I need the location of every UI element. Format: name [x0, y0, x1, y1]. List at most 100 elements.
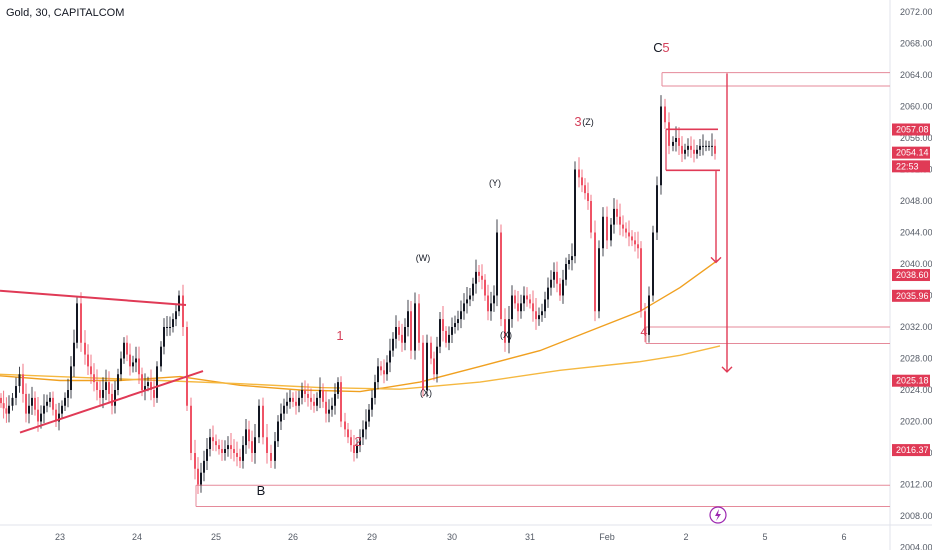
candle-body [141, 374, 143, 390]
candle-body [99, 390, 101, 398]
candle-body [25, 393, 27, 414]
candle-body [559, 283, 561, 296]
candle-body [500, 232, 502, 320]
candle-body [248, 429, 250, 442]
candle-body [120, 358, 122, 375]
candle-body [637, 244, 639, 249]
candle-body [550, 279, 552, 288]
candle-body [11, 397, 14, 406]
candle-body [445, 330, 447, 343]
price-tag-bg [892, 123, 930, 136]
candle-body [711, 145, 713, 147]
candle-body [96, 382, 98, 390]
candle-body [481, 275, 483, 280]
candle-body [283, 405, 285, 414]
price-tag: 2038.60 [892, 269, 930, 282]
candle-body [565, 264, 567, 280]
candle-body [675, 138, 677, 142]
lightning-badge-icon [709, 506, 727, 524]
wave-label: 3 [574, 114, 581, 129]
y-tick-label: 2012.00 [900, 480, 932, 490]
candle-body [295, 401, 297, 406]
candle-body [144, 386, 146, 390]
y-tick-label: 2048.00 [900, 196, 932, 206]
candle-body [404, 327, 406, 343]
candle-body [648, 295, 650, 335]
candle-body [568, 260, 570, 264]
y-tick-label: 2072.00 [900, 7, 932, 17]
candle-body [236, 453, 238, 457]
candle-body [73, 342, 75, 367]
candle-body [613, 208, 615, 225]
candle-body [702, 145, 704, 147]
y-tick-label: 2024.00 [900, 385, 932, 395]
candle-body [377, 366, 379, 383]
candle-body [22, 374, 24, 394]
candle-body [218, 445, 220, 450]
candle-body [0, 397, 2, 404]
candle-body [532, 303, 534, 312]
wave-label: (X) [500, 330, 512, 340]
candle-body [687, 145, 689, 150]
candle-body [401, 334, 403, 343]
candle-body [359, 437, 361, 446]
chart-title: Gold, 30, CAPITALCOM [6, 7, 125, 19]
candle-body [439, 319, 441, 347]
candle-body [463, 303, 465, 312]
y-tick-label: 2068.00 [900, 39, 932, 49]
wave-label: B [257, 483, 266, 498]
candle-body [313, 401, 315, 406]
candle-body [277, 421, 279, 442]
candle-body [664, 106, 666, 123]
candle-body [8, 405, 10, 414]
candle-body [610, 224, 612, 241]
candle-body [328, 409, 330, 414]
price-tag: 22:53 [892, 160, 930, 173]
candle-body [389, 350, 391, 363]
candle-body [206, 449, 208, 461]
candle-body [242, 445, 244, 461]
candle-body [105, 382, 107, 390]
wave-label: 5 [662, 40, 669, 55]
candle-body [640, 248, 642, 312]
price-tag-bg [892, 444, 930, 457]
candle-body [547, 287, 549, 300]
candle-body [61, 405, 63, 414]
candle-body [634, 240, 636, 245]
price-tag-bg [892, 160, 930, 173]
candle-body [190, 405, 192, 453]
candle-body [245, 429, 247, 446]
candle-body [40, 413, 42, 422]
candle-body [414, 303, 416, 351]
candle-body [175, 311, 177, 320]
candle-body [475, 271, 477, 284]
candle-body [80, 303, 82, 343]
candle-body [466, 299, 468, 304]
x-tick-label: 31 [525, 532, 535, 542]
candle-body [457, 319, 459, 324]
candle-body [76, 303, 78, 343]
candle-body [590, 201, 592, 233]
candle-body [203, 460, 205, 473]
candle-body [52, 397, 54, 410]
price-tag-text: 2016.37 [896, 445, 929, 455]
wave-label: 4 [640, 324, 647, 339]
candle-body [347, 429, 349, 438]
candle-body [2, 403, 5, 409]
candle-body [274, 441, 276, 461]
candle-body [129, 354, 131, 367]
candle-body [625, 228, 627, 233]
candle-body [454, 323, 456, 327]
candle-body [304, 390, 306, 394]
candle-body [708, 145, 710, 147]
candle-body [705, 145, 707, 147]
wave-label: (Y) [489, 178, 501, 188]
candle-body [356, 445, 358, 453]
candle-body [102, 390, 104, 398]
candle-body [197, 468, 199, 485]
candle-body [93, 374, 95, 383]
candle-body [215, 441, 217, 446]
y-tick-label: 2060.00 [900, 102, 932, 112]
price-tag: 2057.08 [892, 123, 930, 136]
